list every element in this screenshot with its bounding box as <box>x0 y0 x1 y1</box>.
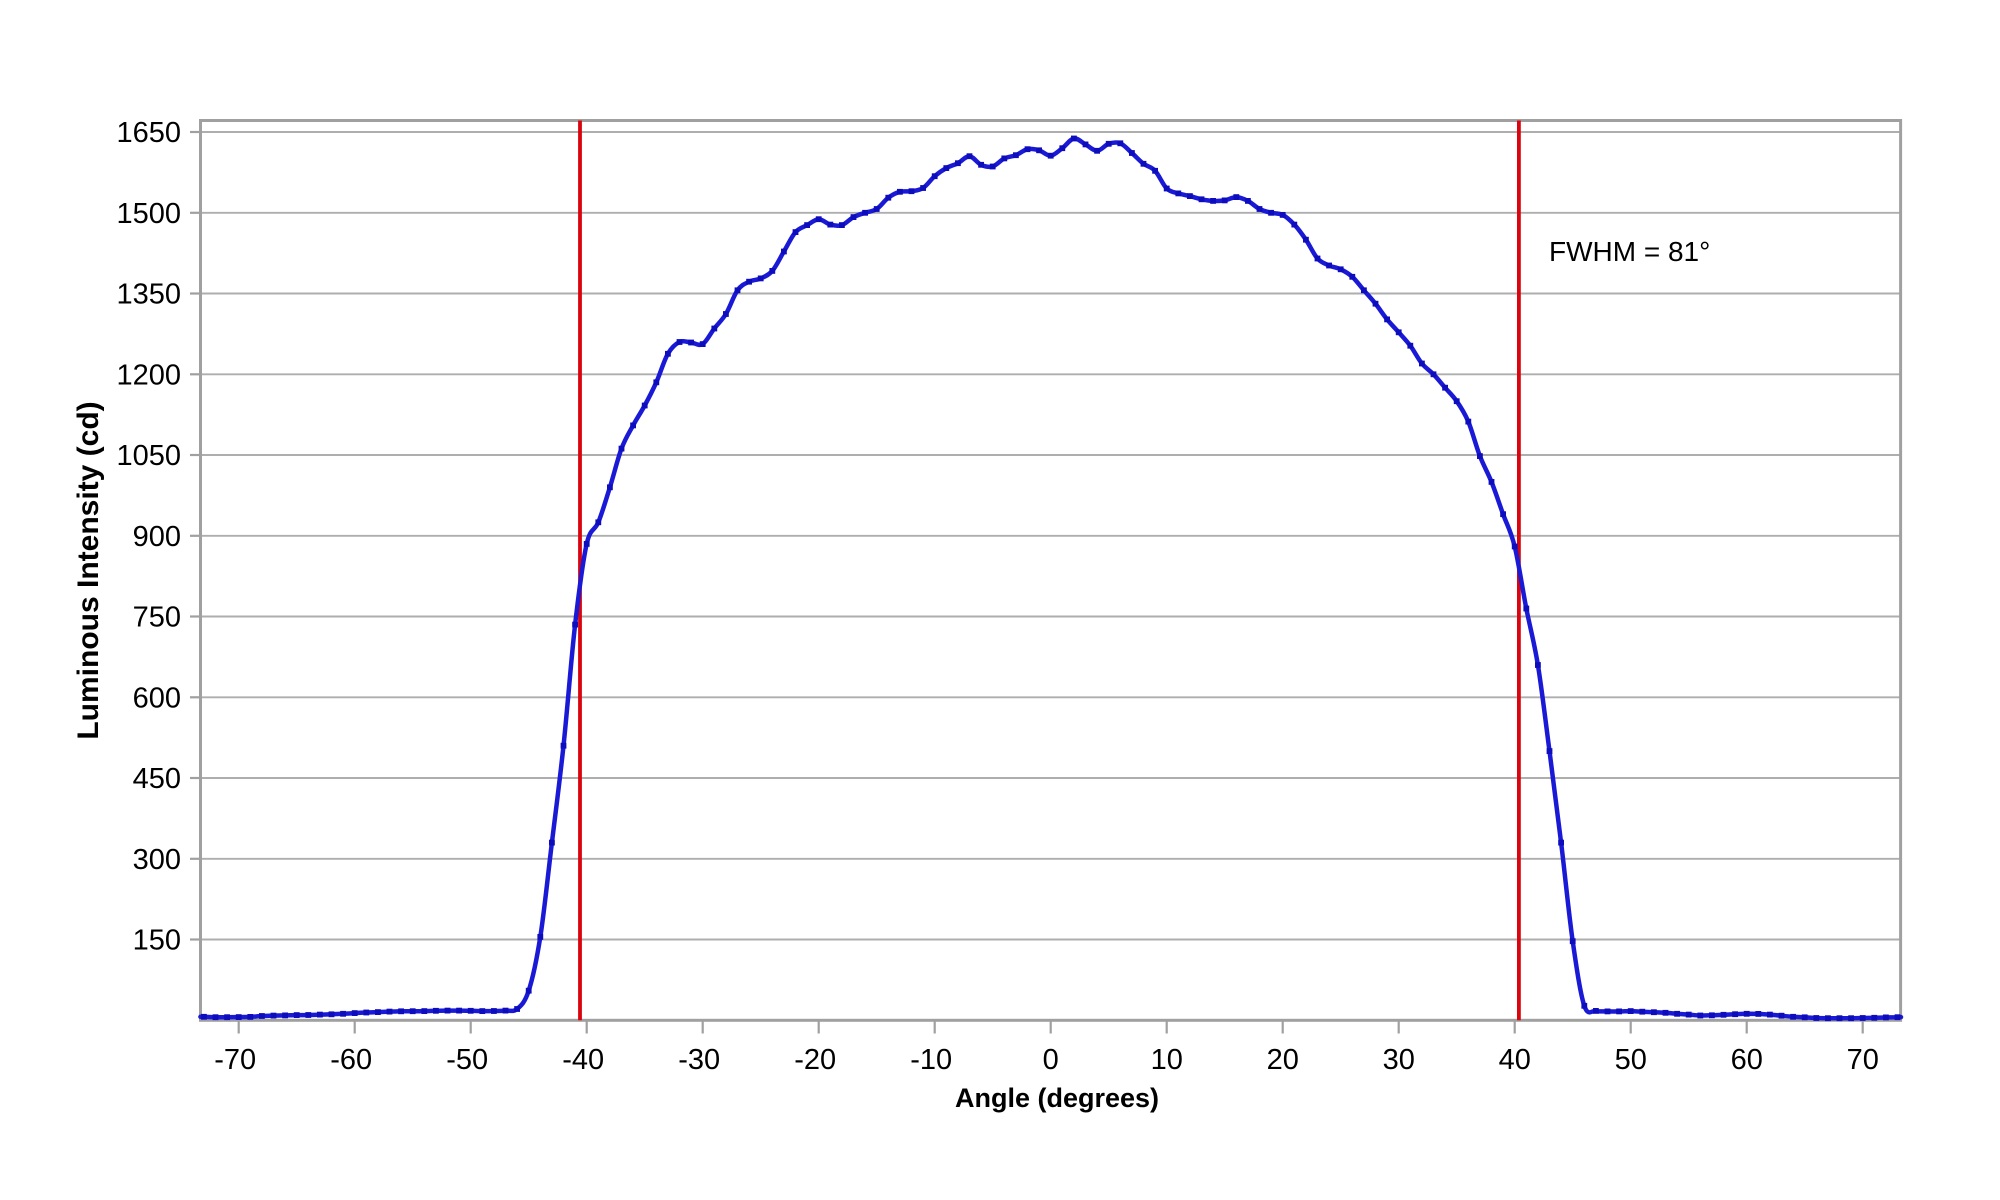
svg-text:-40: -40 <box>562 1044 604 1076</box>
svg-text:60: 60 <box>1731 1044 1763 1076</box>
svg-text:1650: 1650 <box>116 117 181 149</box>
svg-text:-70: -70 <box>214 1044 256 1076</box>
svg-text:600: 600 <box>133 682 181 714</box>
svg-text:70: 70 <box>1847 1044 1879 1076</box>
svg-text:10: 10 <box>1151 1044 1183 1076</box>
svg-text:Luminous Intensity (cd): Luminous Intensity (cd) <box>72 401 105 739</box>
svg-text:300: 300 <box>133 844 181 876</box>
svg-text:-60: -60 <box>330 1044 372 1076</box>
svg-text:-30: -30 <box>678 1044 720 1076</box>
svg-text:-20: -20 <box>794 1044 836 1076</box>
svg-text:1500: 1500 <box>116 198 181 230</box>
svg-text:150: 150 <box>133 925 181 957</box>
svg-text:450: 450 <box>133 763 181 795</box>
svg-text:1350: 1350 <box>116 279 181 311</box>
svg-text:750: 750 <box>133 602 181 634</box>
svg-text:20: 20 <box>1267 1044 1299 1076</box>
svg-text:40: 40 <box>1499 1044 1531 1076</box>
svg-text:900: 900 <box>133 521 181 553</box>
svg-text:-10: -10 <box>910 1044 952 1076</box>
svg-text:30: 30 <box>1383 1044 1415 1076</box>
svg-text:50: 50 <box>1615 1044 1647 1076</box>
svg-text:Angle (degrees): Angle (degrees) <box>955 1083 1159 1113</box>
svg-text:1050: 1050 <box>116 440 181 472</box>
svg-text:-50: -50 <box>446 1044 488 1076</box>
svg-text:0: 0 <box>1043 1044 1059 1076</box>
svg-text:1200: 1200 <box>116 359 181 391</box>
svg-text:FWHM = 81°: FWHM = 81° <box>1549 236 1710 267</box>
